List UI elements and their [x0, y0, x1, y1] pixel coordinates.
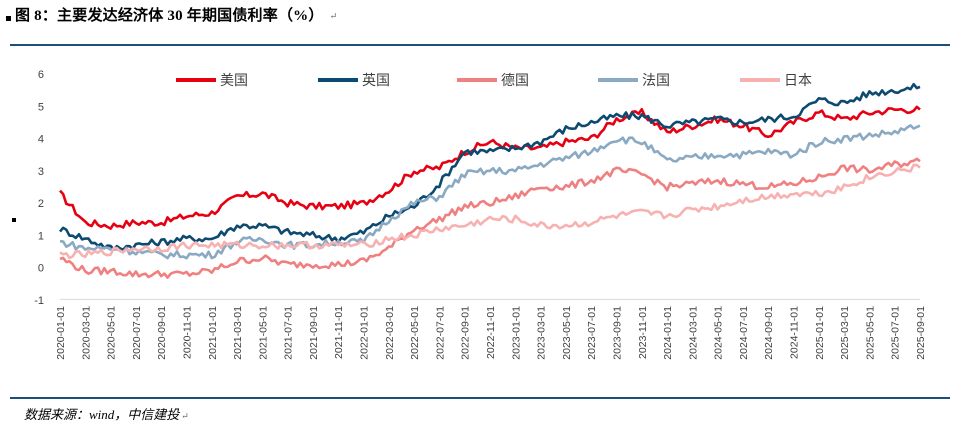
- x-tick-label: 2021-11-01: [333, 306, 345, 359]
- x-tick-label: 2020-07-01: [131, 306, 143, 360]
- x-tick-label: 2022-01-01: [359, 306, 371, 360]
- figure-title-block: 图 8：主要发达经济体 30 年期国债利率（%） ↵: [6, 4, 337, 25]
- bottom-rule: [10, 397, 950, 399]
- x-tick-label: 2020-09-01: [156, 306, 168, 360]
- x-tick-label: 2024-11-01: [789, 306, 801, 359]
- title-bullet: [6, 16, 11, 21]
- x-tick-label: 2022-09-01: [460, 306, 472, 360]
- series-line-3: [59, 124, 921, 260]
- x-tick-label: 2025-07-01: [890, 306, 902, 360]
- x-tick-label: 2023-03-01: [536, 306, 548, 360]
- x-tick-label: 2020-03-01: [80, 306, 92, 360]
- x-tick-label: 2023-07-01: [586, 306, 598, 360]
- side-bullet: [12, 218, 16, 222]
- y-tick-label: -1: [34, 295, 44, 307]
- x-tick-label: 2021-03-01: [232, 306, 244, 360]
- x-tick-label: 2021-09-01: [308, 306, 320, 360]
- x-tick-label: 2021-05-01: [257, 306, 269, 360]
- x-tick-label: 2023-09-01: [611, 306, 623, 360]
- x-tick-label: 2024-01-01: [662, 306, 674, 360]
- y-tick-label: 1: [38, 230, 44, 242]
- x-tick-label: 2022-03-01: [384, 306, 396, 360]
- x-tick-label: 2022-07-01: [434, 306, 446, 360]
- y-tick-label: 3: [38, 166, 44, 178]
- y-tick-label: 6: [38, 69, 44, 81]
- x-tick-label: 2025-05-01: [864, 306, 876, 360]
- x-tick-label: 2020-05-01: [106, 306, 118, 360]
- x-tick-label: 2020-01-01: [55, 306, 67, 360]
- x-tick-label: 2022-05-01: [409, 306, 421, 360]
- yield-line-chart: -1 0 1 2 3 4 5 6 2020-01-01 2020-03-01 2020-05-01 2…: [34, 69, 927, 360]
- y-tick-label: 5: [38, 101, 44, 113]
- top-rule: [10, 44, 950, 46]
- x-tick-label: 2022-11-01: [485, 306, 497, 359]
- x-tick-label: 2024-09-01: [763, 306, 775, 360]
- series-line-4: [59, 163, 921, 260]
- x-tick-label: 2023-11-01: [637, 306, 649, 359]
- source-text: 数据来源：wind，中信建投: [24, 407, 180, 422]
- x-tick-label: 2024-05-01: [713, 306, 725, 360]
- x-tick-label: 2023-01-01: [510, 306, 522, 360]
- legend-label: 德国: [501, 73, 529, 89]
- source-note: 数据来源：wind，中信建投 ↵: [24, 404, 189, 423]
- y-tick-label: 4: [38, 134, 44, 146]
- y-tick-label: 2: [38, 198, 44, 210]
- legend-label: 美国: [220, 73, 248, 89]
- legend-label: 英国: [362, 72, 390, 89]
- x-tick-label: 2023-05-01: [561, 306, 573, 360]
- x-tick-label: 2021-07-01: [283, 306, 295, 360]
- x-tick-label: 2025-09-01: [915, 306, 927, 360]
- x-tick-label: 2025-03-01: [839, 306, 851, 360]
- series-line-0: [59, 105, 921, 230]
- return-mark: ↵: [329, 11, 338, 21]
- figure-title: 图 8：主要发达经济体 30 年期国债利率（%）: [15, 8, 324, 24]
- x-tick-label: 2024-07-01: [738, 306, 750, 360]
- source-return-mark: ↵: [181, 411, 189, 421]
- legend-label: 法国: [642, 73, 670, 89]
- series-line-1: [59, 82, 921, 251]
- x-tick-label: 2020-11-01: [181, 306, 193, 359]
- series-line-2: [59, 157, 921, 279]
- x-tick-label: 2024-03-01: [687, 306, 699, 360]
- x-tick-label: 2025-01-01: [814, 306, 826, 360]
- x-tick-label: 2021-01-01: [207, 306, 219, 360]
- y-tick-label: 0: [38, 263, 44, 275]
- legend-label: 日本: [784, 73, 812, 89]
